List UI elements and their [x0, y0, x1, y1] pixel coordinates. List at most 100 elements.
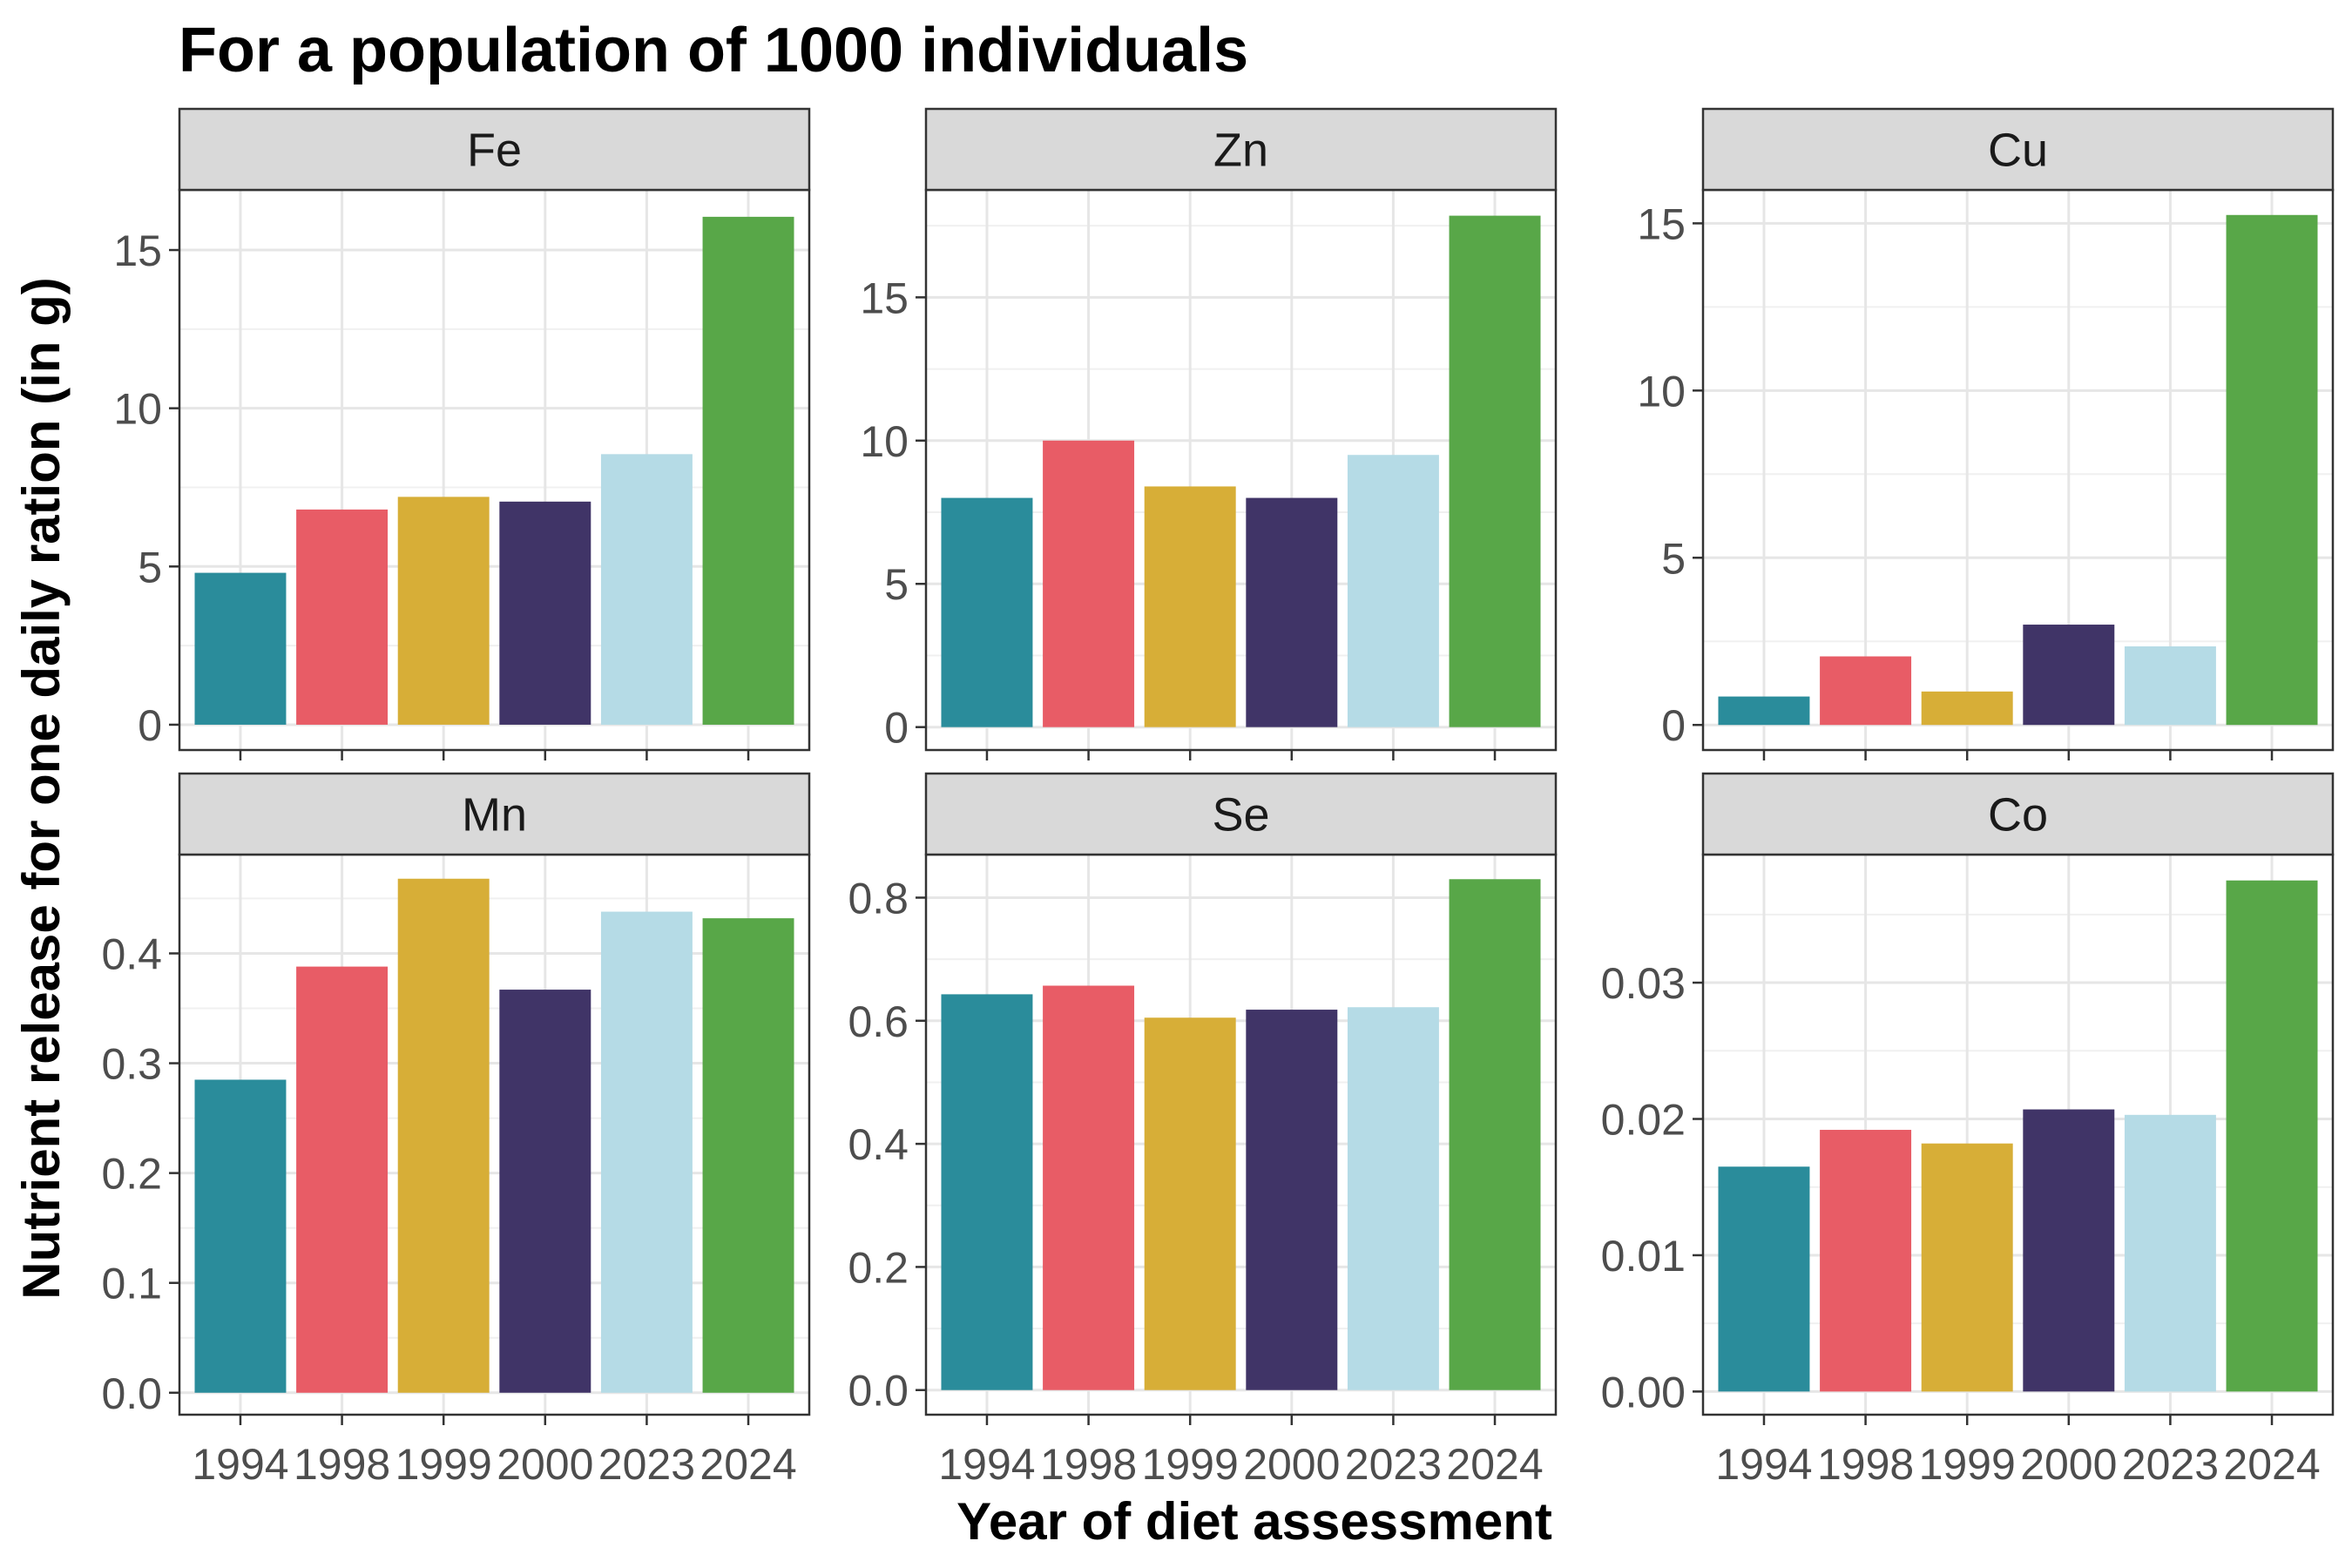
panel-mn-y-tick-label: 0.0 [101, 1369, 162, 1418]
panel-se-bar-2000 [1246, 1010, 1338, 1390]
panel-fe-bar-1994 [194, 572, 287, 725]
panel-se-x-tick-label: 1998 [1040, 1440, 1137, 1489]
panel-cu-y-tick-label: 10 [1637, 367, 1686, 416]
panel-cu: Cu051015199419981999200020232024 [1637, 107, 2335, 824]
panel-zn-strip-label: Zn [1213, 125, 1268, 177]
panel-mn: Mn 0.0 0.1 0.2 0.3 0.4 1994 1998 1999 2000 2023 202… [101, 772, 811, 1489]
y-axis-title: Nutrient release for one daily ration (i… [12, 277, 71, 1300]
panel-fe-bar-1999 [397, 497, 490, 725]
panel-cu-bar-2000 [2023, 625, 2115, 726]
panel-co-x-tick-label: 1994 [1715, 1440, 1812, 1489]
panel-co-x-tick-label: 2024 [2223, 1440, 2320, 1489]
panel-mn-strip [178, 772, 811, 856]
panel-fe-bar-2000 [499, 501, 591, 725]
panel-zn-bar-2024 [1449, 215, 1541, 727]
panel-se-y-tick-label: 0.0 [848, 1367, 909, 1416]
panel-co-bar-1999 [1921, 1143, 2013, 1392]
panel-se-x-tick-label: 1994 [938, 1440, 1035, 1489]
panel-se-bar-1998 [1043, 985, 1135, 1390]
panel-fe-y-tick-label: 5 [138, 543, 162, 591]
panel-cu-y-tick-label: 5 [1661, 534, 1686, 583]
panel-co-y-tick-label: 0.01 [1601, 1232, 1686, 1281]
panel-mn-bar-1998 [296, 966, 389, 1393]
panel-mn-x-tick-label: 1994 [192, 1440, 288, 1489]
panel-cu-bar-1998 [1820, 656, 1912, 726]
panel-mn-x-tick-label: 1998 [294, 1440, 390, 1489]
panel-co-x-tick-label: 2000 [2020, 1440, 2117, 1489]
panel-cu-bar-1994 [1718, 696, 1810, 726]
panel-zn-bar-1998 [1043, 440, 1135, 727]
panel-se-strip-label: Se [1212, 789, 1269, 841]
panel-mn-bar-2023 [600, 911, 693, 1393]
panel-co-x-tick-label: 1999 [1919, 1440, 2016, 1489]
panel-fe: Fe051015199419981999200020232024 [113, 107, 811, 824]
panel-co: Co 0.00 0.01 0.02 0.03 1994 1998 1999 2000 2023 20… [1601, 772, 2335, 1489]
panel-co-y-tick-label: 0.03 [1601, 959, 1686, 1008]
panel-se-y-tick-label: 0.2 [848, 1243, 909, 1292]
panel-zn-strip [924, 107, 1558, 192]
panel-mn-x-tick-label: 1999 [395, 1440, 492, 1489]
panel-zn-bar-2023 [1347, 455, 1439, 727]
panel-mn-y-tick-label: 0.2 [101, 1150, 162, 1199]
panel-se-bar-2024 [1449, 879, 1541, 1390]
panel-mn-bar-2024 [702, 918, 794, 1393]
panel-mn-x-tick-label: 2000 [497, 1440, 593, 1489]
panel-mn-bar-1999 [397, 878, 490, 1393]
chart-title: For a population of 1000 individuals [179, 16, 1248, 85]
panel-cu-bar-1999 [1921, 691, 2013, 726]
panel-mn-y-tick-label: 0.4 [101, 929, 162, 978]
panel-mn-bar-1994 [194, 1079, 287, 1393]
panel-co-y-tick-label: 0.02 [1601, 1096, 1686, 1145]
panel-se-bar-2023 [1347, 1007, 1439, 1390]
panel-zn-y-tick-label: 0 [884, 704, 909, 753]
panel-co-y-tick-label: 0.00 [1601, 1368, 1686, 1416]
panel-zn-bar-1999 [1144, 486, 1236, 727]
panel-zn-bar-2000 [1246, 497, 1338, 727]
panel-cu-y-tick-label: 0 [1661, 701, 1686, 750]
panel-se-strip [924, 772, 1558, 856]
panel-se-y-tick-label: 0.8 [848, 874, 909, 923]
panel-co-strip-label: Co [1988, 789, 2048, 841]
x-axis-title: Year of diet assessment [956, 1492, 1552, 1551]
panel-mn-x-tick-label: 2024 [700, 1440, 796, 1489]
panel-mn-y-tick-label: 0.1 [101, 1260, 162, 1308]
panel-se-x-tick-label: 1999 [1142, 1440, 1239, 1489]
panel-fe-y-tick-label: 10 [113, 385, 162, 434]
panel-mn-bar-2000 [499, 990, 591, 1393]
panel-zn-y-tick-label: 15 [860, 274, 909, 322]
panel-zn-y-tick-label: 10 [860, 417, 909, 466]
panel-cu-strip-label: Cu [1988, 125, 2048, 177]
panel-se-bar-1994 [941, 994, 1033, 1390]
panel-se: Se 0.0 0.2 0.4 0.6 0.8 1994 1998 1999 2000 2023 202… [848, 772, 1558, 1489]
panel-mn-x-tick-label: 2023 [598, 1440, 695, 1489]
panel-mn-y-tick-label: 0.3 [101, 1040, 162, 1089]
panel-fe-bar-1998 [296, 509, 389, 725]
panel-co-x-tick-label: 2023 [2122, 1440, 2219, 1489]
panel-fe-strip [178, 107, 811, 192]
panel-cu-bar-2023 [2124, 645, 2216, 726]
panel-zn-y-tick-label: 5 [884, 560, 909, 609]
panel-mn-strip-label: Mn [462, 789, 527, 841]
panel-se-y-tick-label: 0.6 [848, 997, 909, 1046]
panel-co-bar-2023 [2124, 1114, 2216, 1392]
panel-co-bar-1998 [1820, 1130, 1912, 1392]
panel-fe-strip-label: Fe [467, 125, 522, 177]
panel-cu-y-tick-label: 15 [1637, 199, 1686, 248]
panel-cu-bar-2024 [2226, 214, 2318, 726]
panel-se-bar-1999 [1144, 1017, 1236, 1390]
panel-co-bar-2000 [2023, 1109, 2115, 1392]
panel-co-strip [1701, 772, 2335, 856]
panel-co-x-tick-label: 1998 [1817, 1440, 1914, 1489]
panel-fe-bar-2024 [702, 216, 794, 725]
panel-co-bar-1994 [1718, 1166, 1810, 1392]
panel-fe-bar-2023 [600, 454, 693, 725]
panel-fe-y-tick-label: 0 [138, 701, 162, 750]
panel-fe-y-tick-label: 15 [113, 226, 162, 275]
panel-co-bar-2024 [2226, 880, 2318, 1392]
panel-zn-bar-1994 [941, 497, 1033, 727]
panel-se-y-tick-label: 0.4 [848, 1120, 909, 1169]
panel-se-x-tick-label: 2000 [1243, 1440, 1340, 1489]
panel-se-x-tick-label: 2024 [1446, 1440, 1543, 1489]
facet-panels: Fe051015199419981999200020232024Zn051015… [101, 107, 2335, 1489]
panel-zn: Zn051015199419981999200020232024 [860, 107, 1558, 824]
